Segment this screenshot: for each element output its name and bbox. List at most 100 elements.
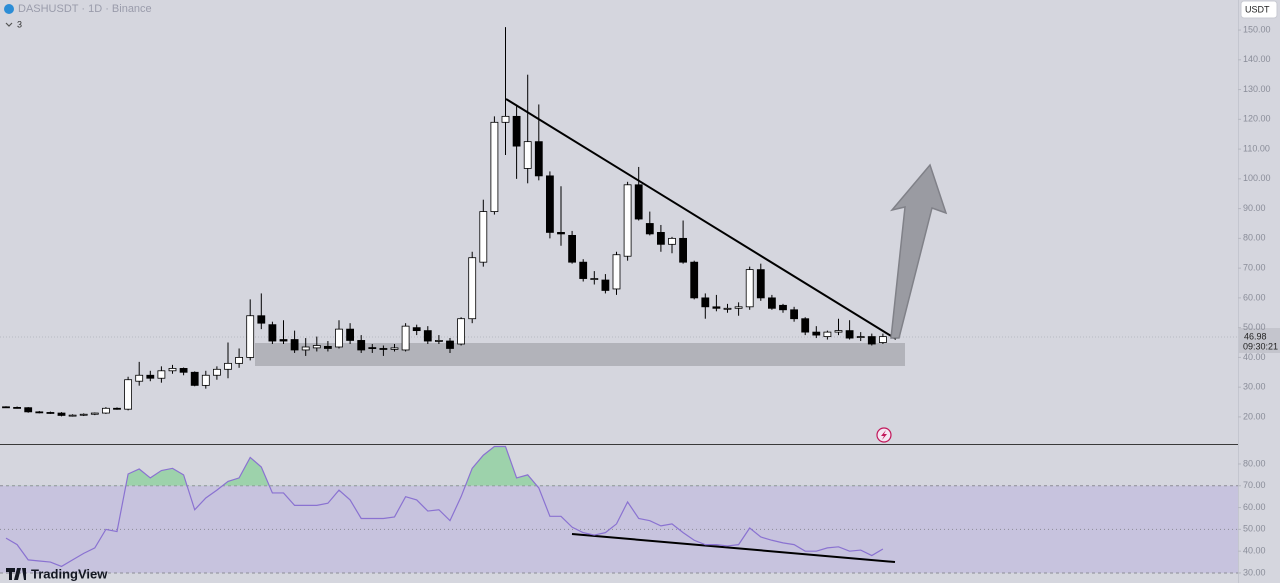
candle-body	[756, 269, 765, 299]
divergence-line	[571, 533, 896, 563]
candle-body	[657, 232, 665, 245]
candle-body	[35, 411, 44, 414]
candle-body	[235, 357, 244, 364]
y-tick-label: 50.00	[1243, 322, 1266, 332]
breakout-arrow	[889, 163, 948, 339]
candle-body	[124, 379, 132, 410]
indicator-count: 3	[17, 19, 22, 29]
candle-body	[701, 297, 710, 308]
candle-body	[734, 306, 743, 309]
candle-body	[290, 339, 299, 351]
candle-body	[745, 269, 754, 308]
candle-body	[856, 336, 865, 338]
candle-body	[335, 328, 343, 348]
candle-body	[446, 340, 454, 349]
y-tick-label: 30.00	[1243, 567, 1266, 577]
y-tick-label: 80.00	[1243, 233, 1266, 243]
candle-body	[801, 318, 810, 333]
y-tick-label: 80.00	[1243, 458, 1266, 468]
y-tick-label: 60.00	[1243, 502, 1266, 512]
y-tick-label: 30.00	[1243, 382, 1266, 392]
rsi-line	[5, 445, 884, 568]
candle-body	[102, 407, 110, 414]
y-tick-label: 140.00	[1243, 54, 1271, 64]
candle-body	[412, 327, 421, 332]
candle-body	[401, 325, 410, 351]
candle-body	[357, 340, 366, 351]
brand-name[interactable]: TradingView	[31, 566, 108, 581]
currency-button[interactable]	[1240, 0, 1278, 19]
candle-body	[79, 413, 88, 416]
symbol-logo	[4, 4, 14, 14]
y-tick-label: 100.00	[1243, 173, 1271, 183]
candle-body	[346, 328, 355, 341]
candle-body	[246, 315, 255, 358]
candle-body	[168, 368, 177, 372]
rsi-panel	[0, 485, 1238, 574]
candle-body	[323, 345, 332, 349]
candle-body	[601, 279, 610, 291]
y-tick-label: 70.00	[1243, 263, 1266, 273]
candle-body	[579, 261, 588, 279]
candle-body	[534, 141, 543, 177]
candle-body	[190, 371, 199, 386]
candle-body	[590, 278, 599, 280]
candle-body	[212, 368, 221, 376]
candle-body	[723, 307, 732, 310]
candle-body	[312, 345, 321, 349]
y-tick-label: 60.00	[1243, 292, 1266, 302]
candle-body	[512, 115, 521, 147]
candle-body	[90, 412, 99, 415]
candle-body	[368, 347, 377, 349]
candle-body	[623, 184, 632, 257]
candle-body	[768, 297, 776, 309]
candle-body	[779, 304, 787, 311]
candle-body	[13, 406, 22, 409]
candle-body	[179, 368, 188, 373]
candle-body	[379, 348, 388, 350]
candle-body	[501, 115, 510, 123]
y-tick-label: 110.00	[1243, 143, 1270, 153]
candles	[2, 27, 887, 417]
brand-logo	[6, 568, 26, 580]
support-zone	[255, 343, 905, 366]
candle-body	[879, 336, 887, 343]
candle-body	[135, 374, 144, 382]
candle-body	[113, 407, 121, 410]
candle-body	[712, 306, 721, 309]
candle-body	[279, 339, 288, 342]
candle-body	[834, 330, 843, 333]
candle-body	[57, 412, 66, 416]
candle-body	[423, 330, 432, 342]
candle-body	[845, 330, 854, 339]
legend-toggle[interactable]	[5, 22, 13, 27]
candle-body	[668, 237, 676, 245]
candle-body	[612, 254, 621, 290]
last-price: 46.98	[1244, 331, 1267, 341]
candle-body	[157, 370, 166, 379]
y-tick-label: 20.00	[1243, 411, 1266, 421]
candle-body	[523, 141, 532, 169]
candle-body	[390, 347, 399, 350]
candle-body	[812, 331, 821, 336]
candle-body	[468, 257, 477, 320]
candle-body	[68, 414, 77, 417]
countdown: 09:30:21	[1243, 341, 1278, 351]
candle-body	[201, 374, 210, 386]
y-tick-label: 50.00	[1243, 524, 1266, 534]
overbought-fill	[125, 446, 537, 486]
symbol-title[interactable]: DASHUSDT · 1D · Binance	[18, 3, 152, 15]
candle-body	[2, 406, 10, 409]
candle-body	[790, 309, 798, 320]
y-tick-label: 40.00	[1243, 352, 1266, 362]
candle-body	[690, 261, 699, 299]
candle-body	[457, 318, 466, 345]
candle-body	[257, 315, 266, 324]
y-tick-label: 120.00	[1243, 114, 1271, 124]
candle-body	[490, 121, 499, 212]
candle-body	[546, 175, 554, 233]
y-tick-label: 130.00	[1243, 84, 1271, 94]
y-tick-label: 90.00	[1243, 203, 1266, 213]
